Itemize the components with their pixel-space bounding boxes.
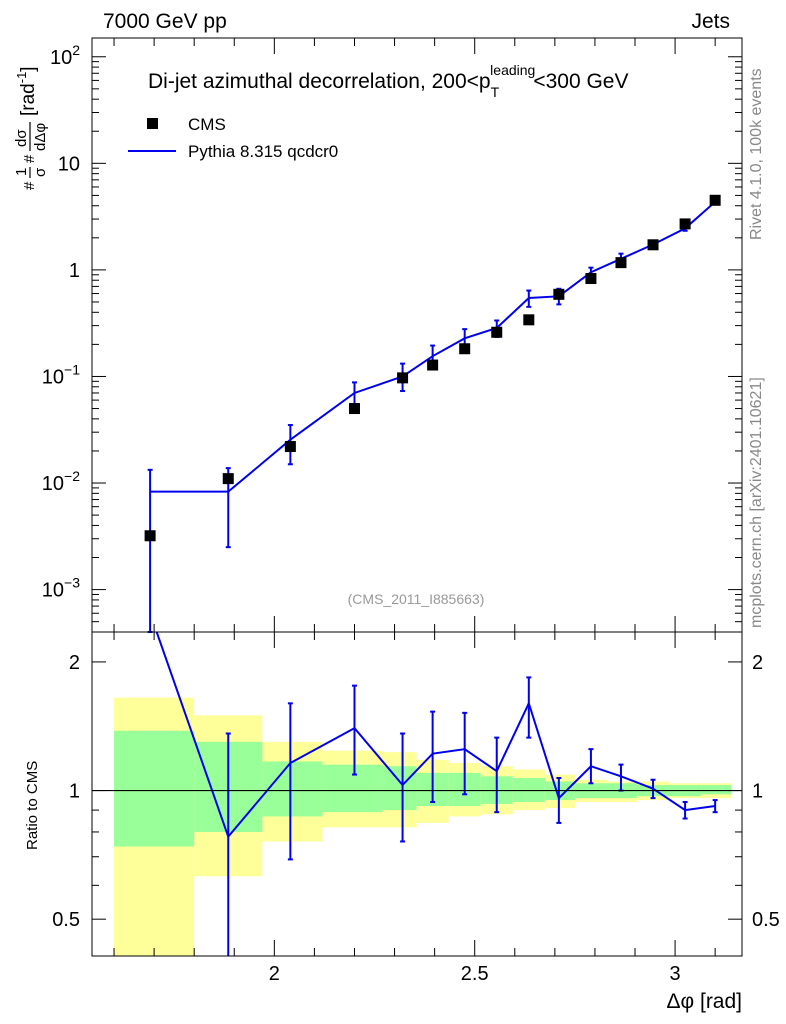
main-ytick-label: 10 <box>58 153 80 175</box>
svg-text:[rad-1]: [rad-1] <box>14 66 39 116</box>
title-superscript: leading <box>490 62 535 78</box>
ratio-ytick-label-left: 1 <box>69 781 80 803</box>
ratio-ytick-label-left: 0.5 <box>52 909 80 931</box>
svg-text:#: # <box>21 181 38 190</box>
ratio-xtick-label: 3 <box>670 963 681 985</box>
main-ytick-label: 10−2 <box>42 468 80 495</box>
svg-text:σ: σ <box>32 167 49 177</box>
ratio-ytick-label-left: 2 <box>69 652 80 674</box>
ratio-band-inner <box>262 761 323 817</box>
main-title: Di-jet azimuthal decorrelation, 200<pTle… <box>148 62 628 100</box>
cms-data-point <box>348 403 360 415</box>
side-label-top: Rivet 4.1.0, 100k events <box>748 68 765 240</box>
analysis-watermark: (CMS_2011_I885663) <box>348 591 485 607</box>
ratio-axes: 0.5 0.5 1 1 2 2 2 2.5 3 <box>52 631 780 985</box>
legend-label-mc: Pythia 8.315 qcdcr0 <box>188 142 338 161</box>
header-left: 7000 GeV pp <box>103 10 227 33</box>
main-ylabel: # 1 σ # dσ dΔφ [rad-1] <box>13 66 49 190</box>
main-ytick-label: 1 <box>69 260 80 282</box>
main-ytick-label: 10−3 <box>42 575 80 602</box>
ratio-bands-layer <box>114 697 732 956</box>
svg-text:dΔφ: dΔφ <box>32 123 49 151</box>
cms-data-point <box>615 257 627 269</box>
cms-data-point <box>491 326 503 338</box>
ratio-ytick-label-right: 0.5 <box>752 909 780 931</box>
ratio-band-inner <box>701 785 732 795</box>
cms-data-point <box>553 288 565 300</box>
cms-data-point <box>397 372 409 384</box>
ratio-xtick-label: 2.5 <box>461 963 489 985</box>
svg-text:1: 1 <box>13 168 30 176</box>
side-label-bottom: mcplots.cern.ch [arXiv:2401.10621] <box>748 377 765 628</box>
main-axes: 10−3 10−2 10−1 1 10 102 <box>42 37 743 633</box>
ratio-band-inner <box>382 766 417 811</box>
cms-data-point <box>647 239 659 251</box>
cms-data-point <box>144 530 156 542</box>
legend-marker-cms <box>147 118 158 129</box>
ratio-series-layer <box>155 632 718 956</box>
ratio-ytick-label-right: 2 <box>752 652 763 674</box>
header-right: Jets <box>691 10 730 33</box>
legend-label-cms: CMS <box>188 115 226 134</box>
xaxis-label: Δφ [rad] <box>667 990 743 1013</box>
main-ytick-label: 10−1 <box>42 361 80 388</box>
ratio-band-inner <box>114 730 195 847</box>
main-ytick-label: 102 <box>50 42 80 69</box>
cms-data-point <box>284 441 296 453</box>
cms-data-point <box>523 314 535 326</box>
title-subscript: T <box>491 84 500 100</box>
cms-data-point <box>709 194 721 206</box>
cms-data-point <box>427 359 439 371</box>
ratio-ytick-label-right: 1 <box>752 781 763 803</box>
cms-data-point <box>585 273 597 285</box>
ratio-ylabel: Ratio to CMS <box>24 761 41 850</box>
cms-data-point <box>459 343 471 355</box>
main-series-layer <box>144 194 721 633</box>
ratio-band-inner <box>322 764 383 813</box>
ratio-xtick-label: 2 <box>269 963 280 985</box>
svg-text:dσ: dσ <box>13 129 30 147</box>
legend: CMS Pythia 8.315 qcdcr0 <box>128 115 338 161</box>
cms-data-point <box>222 473 234 485</box>
cms-data-point <box>679 218 691 230</box>
svg-text:#: # <box>21 154 38 163</box>
ratio-frame <box>91 631 743 957</box>
